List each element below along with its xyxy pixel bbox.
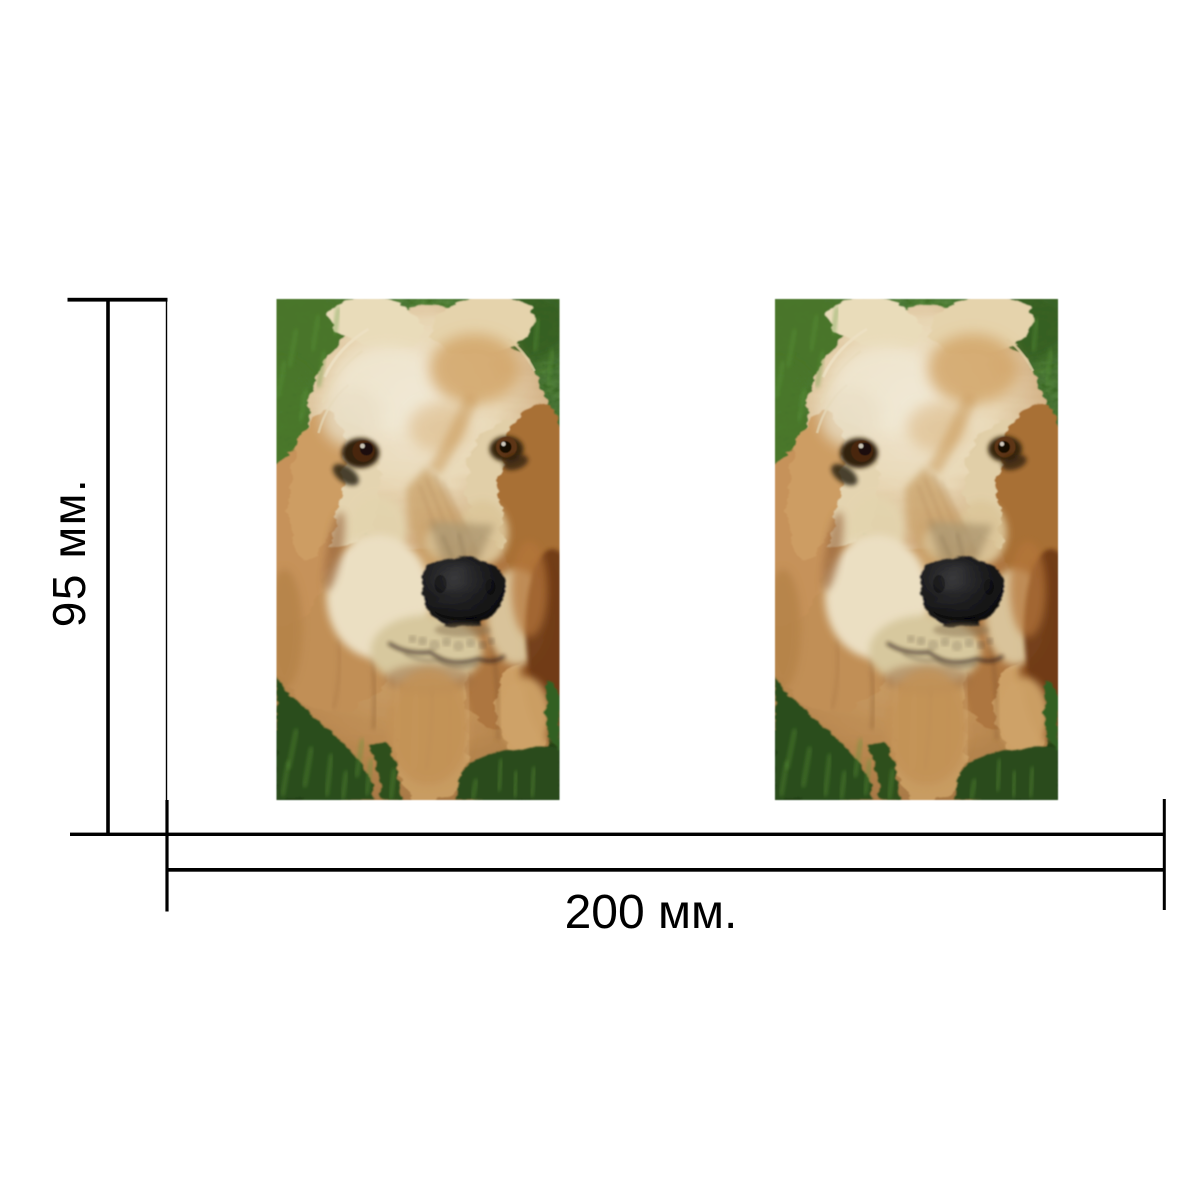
svg-text:200 мм.: 200 мм.	[565, 886, 738, 939]
svg-text:95 мм.: 95 мм.	[43, 478, 95, 628]
